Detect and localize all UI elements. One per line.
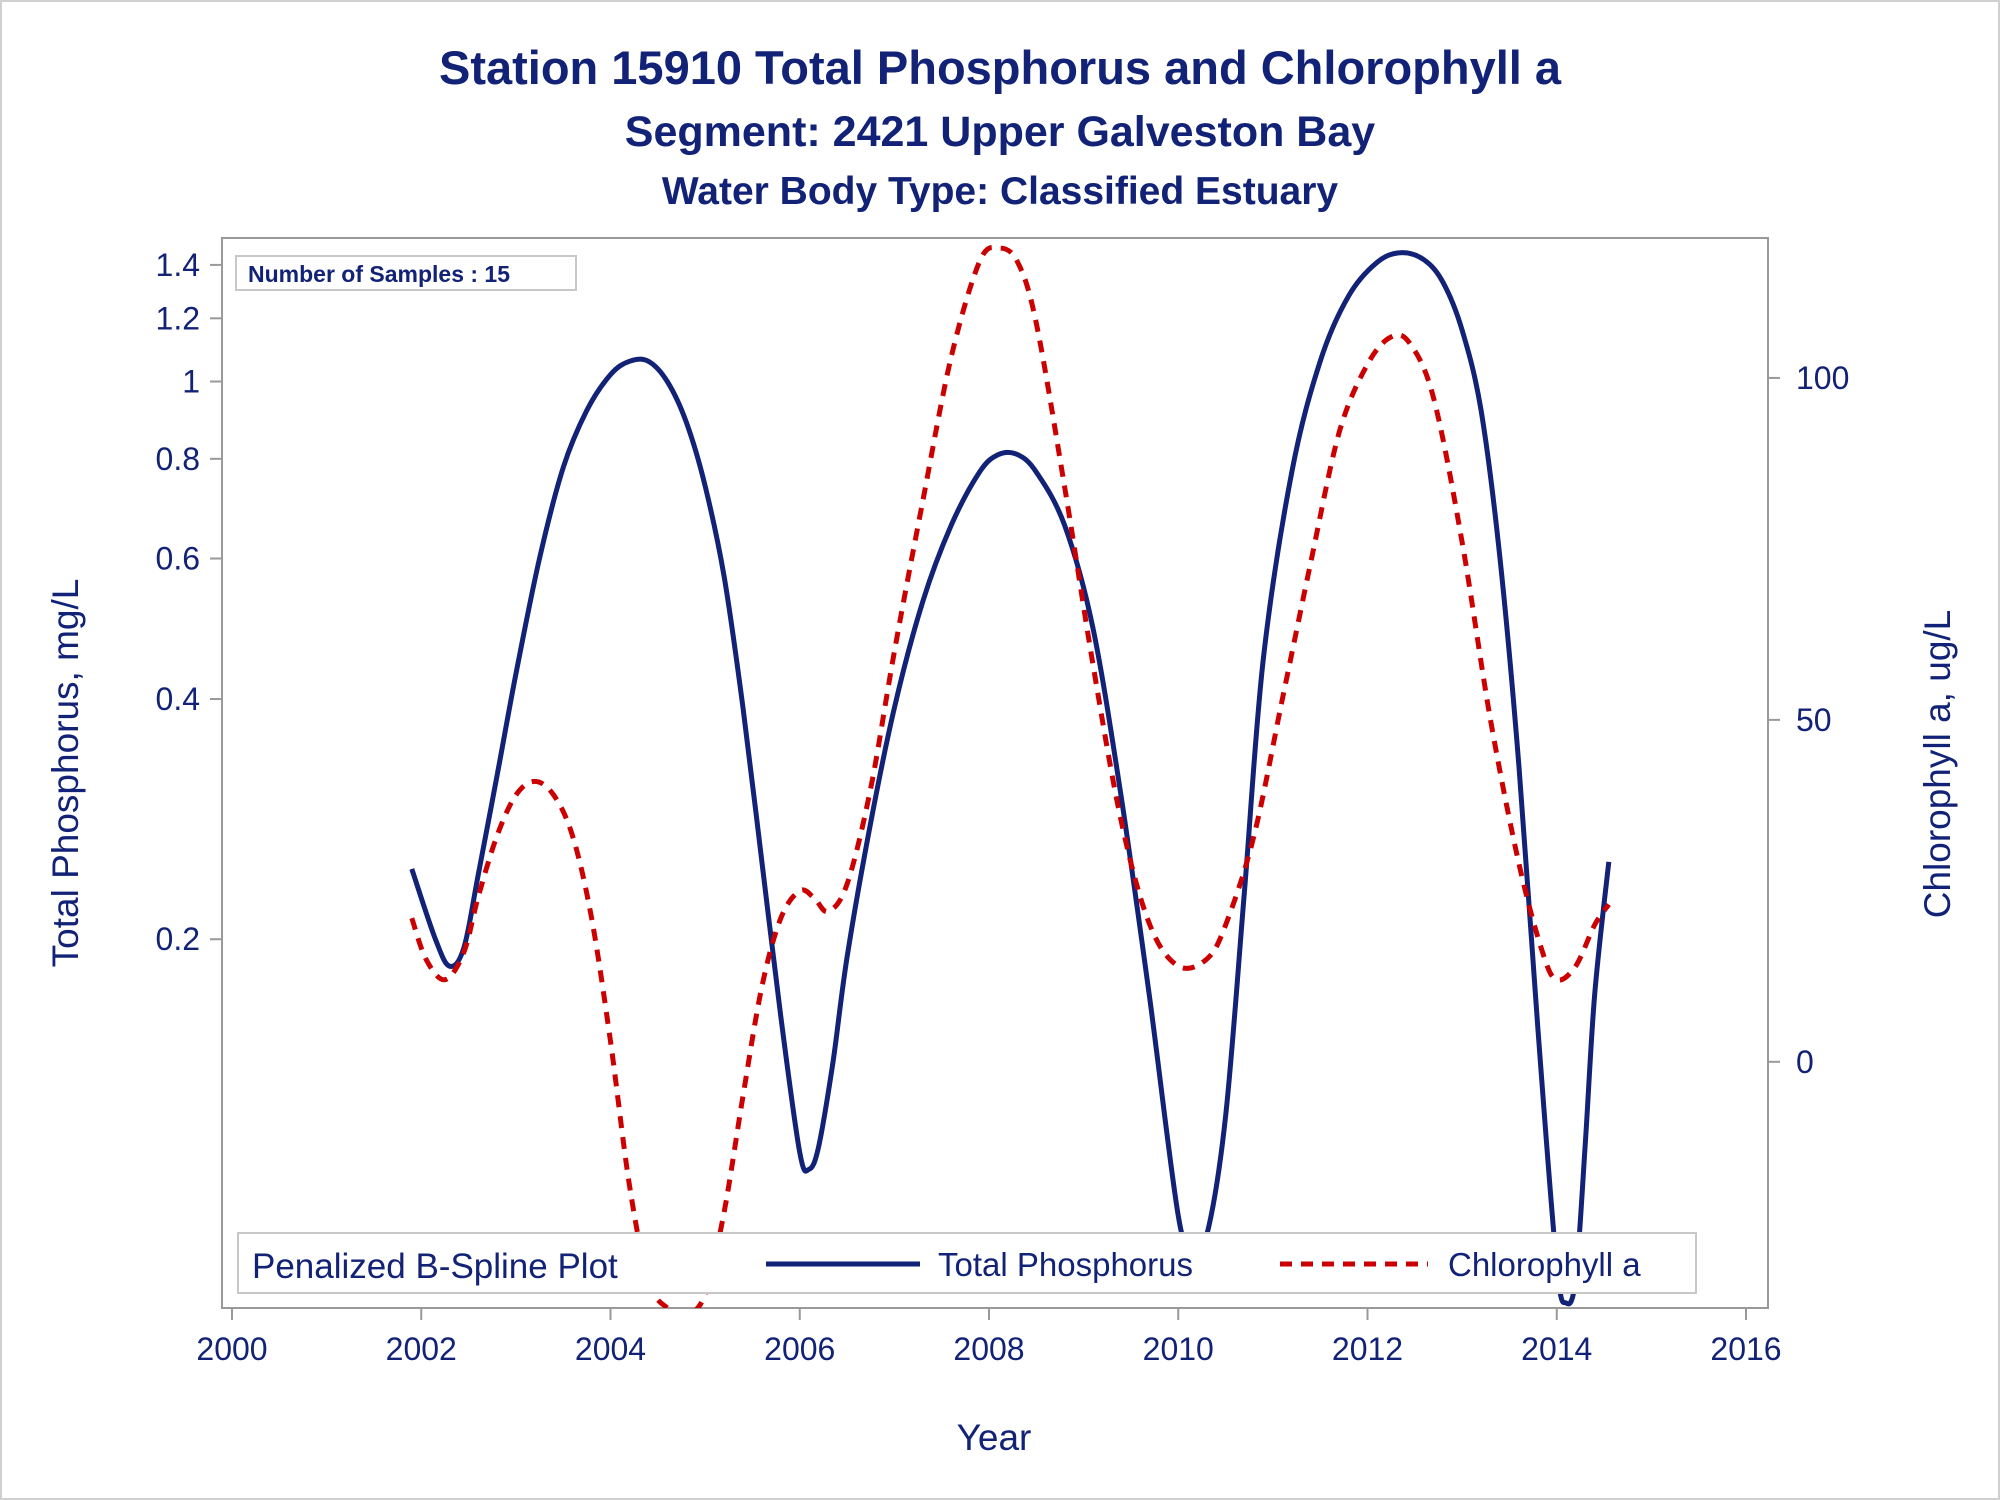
y-tick: 1 [182,364,222,400]
chart-subtitle-water-body: Water Body Type: Classified Estuary [661,170,1339,213]
y-tick: 1.4 [156,247,222,283]
series-line-total-phosphorus [409,250,1612,1307]
y-tick-label: 0.2 [156,921,200,957]
x-axis-label: Year [957,1417,1032,1458]
x-tick: 2000 [196,1308,268,1367]
x-axis: 2000 2002 2004 2006 2008 2010 2012 2014 2016 [196,1307,1782,1367]
x-tick: 2002 [386,1308,457,1367]
y-tick: 0.8 [156,441,222,477]
x-tick: 2004 [575,1308,646,1367]
y2-tick: 50 [1768,702,1832,738]
x-tick: 2010 [1143,1308,1214,1367]
x-tick: 2008 [953,1308,1025,1367]
x-tick-label: 2008 [953,1331,1024,1367]
x-tick: 2012 [1332,1308,1403,1367]
y2-axis-label: Chlorophyll a, ug/L [1917,610,1958,919]
x-tick-label: 2006 [764,1331,835,1367]
y-tick-label: 1 [182,364,200,400]
y2-tick: 0 [1768,1044,1814,1080]
x-tick-label: 2016 [1710,1331,1781,1367]
y-tick: 1.2 [156,300,222,336]
y-tick: 0.2 [156,921,222,957]
y-tick-label: 0.4 [156,681,200,717]
x-tick: 2014 [1521,1308,1592,1367]
y-axis-left: 0.2 0.4 0.6 0.8 1 1.2 1.4 [156,247,222,957]
y-tick-label: 1.2 [156,300,200,336]
x-tick-label: 2014 [1521,1331,1592,1367]
legend: Penalized B-Spline Plot Total Phosphorus… [237,1232,1697,1294]
y-tick-label: 1.4 [156,247,200,283]
sample-count-box: Number of Samples : 15 [235,255,577,291]
chart-subtitle-segment: Segment: 2421 Upper Galveston Bay [624,108,1376,156]
sample-count-text: Number of Samples : 15 [248,261,510,287]
y2-tick: 100 [1768,360,1849,396]
x-tick: 2016 [1710,1308,1782,1367]
y-tick: 0.6 [156,541,222,577]
x-tick-label: 2004 [575,1331,646,1367]
series-line-chlorophyll-a [409,245,1611,1308]
y-tick: 0.4 [156,681,222,717]
x-tick-label: 2012 [1332,1331,1403,1367]
y2-tick-label: 100 [1796,360,1849,396]
plot-area-frame [221,237,1769,1309]
y-tick-label: 0.6 [156,541,200,577]
chart-title: Station 15910 Total Phosphorus and Chlor… [438,41,1562,94]
y2-tick-label: 50 [1796,702,1832,738]
y-tick-label: 0.8 [156,441,200,477]
y-axis-right: 0 50 100 [1768,360,1849,1080]
series-group [409,245,1612,1308]
x-tick: 2006 [764,1308,835,1367]
y-axis-label: Total Phosphorus, mg/L [45,579,86,968]
legend-label-chlorophyll-a: Chlorophyll a [1448,1246,1641,1283]
x-tick-label: 2010 [1143,1331,1214,1367]
x-tick-label: 2000 [196,1331,267,1367]
legend-label-total-phosphorus: Total Phosphorus [938,1246,1193,1283]
y2-tick-label: 0 [1796,1044,1814,1080]
x-tick-label: 2002 [386,1331,457,1367]
legend-title: Penalized B-Spline Plot [252,1247,618,1286]
